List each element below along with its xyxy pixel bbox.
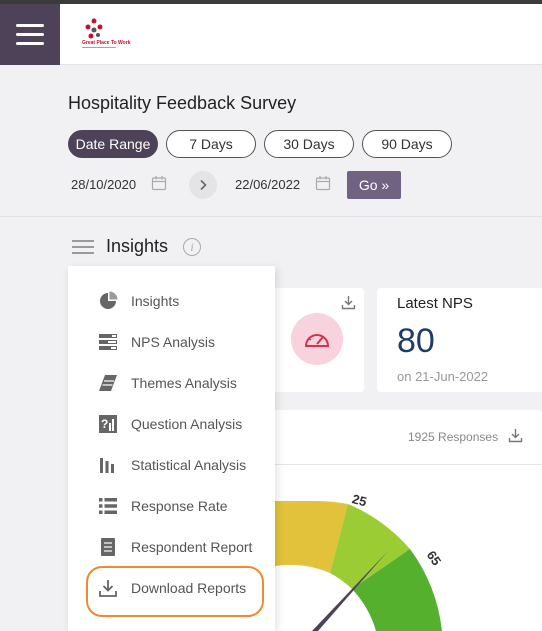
window-top-edge xyxy=(0,0,542,4)
gauge-band-light-green xyxy=(330,504,410,589)
menu-item-label: Response Rate xyxy=(131,498,228,514)
menu-item-label: Statistical Analysis xyxy=(131,457,247,473)
nps-gauge: 25 65 xyxy=(270,491,445,631)
menu-item-nps-analysis[interactable]: NPS Analysis xyxy=(68,325,275,359)
range-date-range-button[interactable]: Date Range xyxy=(68,130,158,158)
menu-item-themes-analysis[interactable]: Themes Analysis xyxy=(68,366,275,400)
menu-item-response-rate[interactable]: Response Rate xyxy=(68,489,275,523)
menu-item-label: Download Reports xyxy=(131,580,247,596)
gauge-band-green xyxy=(352,549,442,631)
page-title: Hospitality Feedback Survey xyxy=(68,93,297,113)
range-30-days-button[interactable]: 30 Days xyxy=(264,130,354,158)
logo-mark-icon xyxy=(85,18,103,39)
calendar-icon[interactable] xyxy=(151,175,167,191)
document-icon xyxy=(101,538,115,556)
insights-heading: Insights xyxy=(106,236,169,256)
gauge-needle xyxy=(312,551,388,631)
bar-chart-icon xyxy=(100,458,114,473)
gauge-tick-label: 65 xyxy=(424,548,445,568)
download-icon[interactable] xyxy=(508,428,523,443)
range-7-days-button[interactable]: 7 Days xyxy=(166,130,256,158)
menu-item-label: NPS Analysis xyxy=(131,334,216,350)
list-icon xyxy=(99,498,117,514)
download-icon xyxy=(99,580,117,597)
download-icon[interactable] xyxy=(341,295,356,310)
menu-item-respondent-report[interactable]: Respondent Report xyxy=(68,530,275,564)
company-logo: Great Place To Work xyxy=(82,18,130,52)
menu-item-insights[interactable]: Insights xyxy=(68,284,275,318)
themes-icon xyxy=(99,375,117,391)
menu-item-label: Insights xyxy=(131,293,180,309)
question-icon: ? xyxy=(99,415,117,433)
menu-item-label: Question Analysis xyxy=(131,416,243,432)
nps-bars-icon xyxy=(99,334,117,350)
svg-text:?: ? xyxy=(101,417,108,431)
menu-item-question-analysis[interactable]: ? Question Analysis xyxy=(68,407,275,441)
gauge-tick-label: 25 xyxy=(350,491,368,509)
menu-item-statistical-analysis[interactable]: Statistical Analysis xyxy=(68,448,275,482)
insights-menu-icon[interactable] xyxy=(72,240,94,254)
go-button[interactable]: Go » xyxy=(347,171,401,199)
range-90-days-button[interactable]: 90 Days xyxy=(362,130,452,158)
responses-count: 1925 Responses xyxy=(408,430,499,444)
nps-label: Latest NPS xyxy=(397,295,473,312)
menu-item-download-reports[interactable]: Download Reports xyxy=(68,571,275,605)
section-divider xyxy=(0,216,542,217)
pie-chart-icon xyxy=(100,291,118,309)
card-header-divider xyxy=(270,464,542,465)
logo-underline xyxy=(82,47,116,48)
hamburger-icon[interactable] xyxy=(0,4,60,65)
latest-nps-card xyxy=(377,288,542,392)
highlight-outline xyxy=(86,566,264,617)
menu-item-label: Themes Analysis xyxy=(131,375,237,391)
calendar-icon[interactable] xyxy=(315,175,331,191)
end-date-field[interactable]: 22/06/2022 xyxy=(235,177,301,192)
speedometer-icon xyxy=(291,313,343,365)
nps-value: 80 xyxy=(397,322,435,360)
chevron-right-icon[interactable] xyxy=(189,171,217,199)
logo-text: Great Place To Work xyxy=(82,40,131,46)
nps-date: on 21-Jun-2022 xyxy=(397,369,489,384)
gauge-band-yellow xyxy=(270,500,348,573)
info-icon[interactable]: i xyxy=(183,238,201,256)
menu-item-label: Respondent Report xyxy=(131,539,253,555)
insights-dropdown-menu: Insights NPS Analysis Themes Analysis ? … xyxy=(68,266,275,631)
start-date-field[interactable]: 28/10/2020 xyxy=(71,177,137,192)
